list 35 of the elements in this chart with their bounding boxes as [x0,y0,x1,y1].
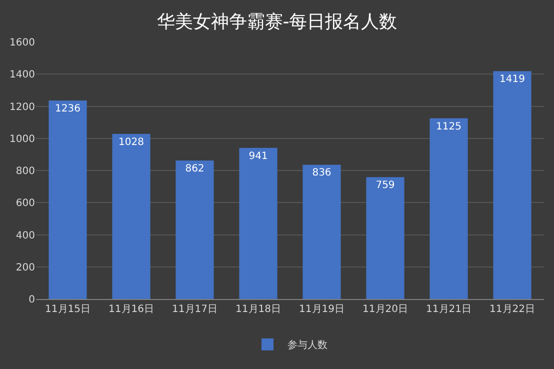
y-tick-label: 1600 [10,38,35,48]
y-tick-label: 0 [28,294,35,306]
x-tick-label: 11月22日 [490,304,535,315]
legend-label: 参与人数 [288,339,328,352]
data-label: 862 [185,164,204,175]
x-tick-label: 11月19日 [299,304,344,315]
y-tick-label: 200 [16,262,35,274]
chart-title: 华美女神争霸赛-每日报名人数 [156,11,398,32]
y-tick-label: 600 [16,198,35,210]
x-tick-label: 11月15日 [45,304,90,315]
bar [48,100,87,299]
x-tick-label: 11月21日 [426,304,472,315]
y-tick-label: 800 [16,166,35,177]
bar [112,134,150,299]
bar [366,177,404,299]
x-tick-label: 11月17日 [172,304,218,315]
x-tick-label: 11月16日 [108,304,154,315]
data-label: 1125 [436,121,462,132]
bar [430,118,468,299]
y-tick-label: 1400 [10,70,35,81]
data-label: 836 [312,168,332,179]
y-tick-label: 1200 [10,102,35,113]
bar [239,148,278,299]
bar [176,160,214,299]
data-label: 941 [248,150,268,162]
data-label: 759 [376,180,395,192]
data-label: 1236 [55,103,80,114]
data-label: 1419 [500,74,525,86]
data-label: 1028 [118,136,144,148]
y-tick-label: 400 [16,230,35,242]
bar [302,164,341,299]
bar [493,71,532,299]
x-tick-label: 11月20日 [362,304,408,315]
y-tick-label: 1000 [10,134,35,145]
x-tick-label: 11月18日 [236,304,281,315]
